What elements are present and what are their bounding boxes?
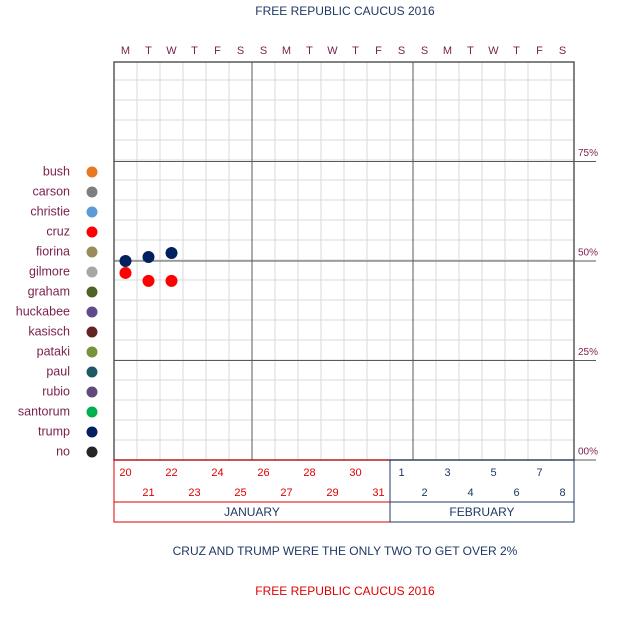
weekday-label: W (327, 45, 338, 57)
legend-marker (86, 366, 98, 378)
y-tick-label: 50% (578, 248, 598, 259)
x-tick-label: 28 (303, 467, 315, 479)
month-label: JANUARY (224, 505, 280, 519)
x-tick-label: 23 (188, 487, 200, 499)
x-tick-label: 3 (444, 467, 450, 479)
x-tick-label: 22 (165, 467, 177, 479)
legend-label: kasisch (28, 324, 70, 338)
legend-marker (86, 226, 98, 238)
subtitle: CRUZ AND TRUMP WERE THE ONLY TWO TO GET … (173, 544, 518, 558)
legend-label: paul (46, 364, 70, 378)
legend-marker (86, 246, 98, 258)
x-tick-label: 6 (513, 487, 519, 499)
x-tick-label: 20 (119, 467, 131, 479)
point (119, 255, 132, 267)
legend-label: huckabee (16, 304, 70, 318)
x-tick-label: 2 (421, 487, 427, 499)
legend-marker (86, 346, 98, 358)
weekday-label: M (282, 45, 291, 57)
x-tick-label: 4 (467, 487, 473, 499)
legend-label: no (56, 444, 70, 458)
x-tick-label: 31 (372, 487, 384, 499)
weekday-label: F (375, 45, 382, 57)
point (142, 274, 155, 287)
weekday-label: T (306, 45, 313, 57)
chart-title: FREE REPUBLIC CAUCUS 2016 (255, 4, 435, 18)
legend-marker (86, 406, 98, 418)
legend-label: trump (38, 424, 70, 438)
weekday-label: F (214, 45, 221, 57)
legend-label: christie (30, 204, 70, 218)
legend-marker (86, 426, 98, 438)
y-tick-label: 00% (578, 447, 598, 458)
legend-label: bush (43, 164, 70, 178)
weekday-label: S (559, 45, 566, 57)
weekday-label: S (260, 45, 267, 57)
legend-label: rubio (42, 384, 70, 398)
month-label: FEBRUARY (449, 505, 514, 519)
weekday-label: S (398, 45, 405, 57)
legend-marker (86, 166, 98, 178)
weekday-label: T (467, 45, 474, 57)
x-tick-label: 26 (257, 467, 269, 479)
legend-marker (86, 286, 98, 298)
legend-marker (86, 206, 98, 218)
legend-label: graham (28, 284, 70, 298)
weekday-label: T (145, 45, 152, 57)
legend-marker (86, 446, 98, 458)
legend-label: pataki (37, 344, 70, 358)
legend-marker (86, 266, 98, 278)
weekday-label: W (166, 45, 177, 57)
weekday-label: S (237, 45, 244, 57)
y-tick-label: 75% (578, 148, 598, 159)
point (119, 266, 132, 279)
footer: FREE REPUBLIC CAUCUS 2016 (255, 584, 435, 598)
weekday-label: T (191, 45, 198, 57)
weekday-label: F (536, 45, 543, 57)
legend-marker (86, 306, 98, 318)
x-tick-label: 29 (326, 487, 338, 499)
legend-label: cruz (46, 224, 70, 238)
x-tick-label: 1 (398, 467, 404, 479)
point (165, 247, 178, 260)
x-tick-label: 30 (349, 467, 361, 479)
legend-label: santorum (18, 404, 70, 418)
legend-marker (86, 186, 98, 198)
weekday-label: T (513, 45, 520, 57)
weekday-label: M (443, 45, 452, 57)
legend-marker (86, 326, 98, 338)
month-box (389, 501, 575, 523)
legend-label: gilmore (29, 264, 70, 278)
point (142, 251, 155, 264)
x-tick-label: 5 (490, 467, 496, 479)
legend-marker (86, 386, 98, 398)
x-tick-label: 8 (559, 487, 565, 499)
weekday-label: M (121, 45, 130, 57)
x-tick-label: 24 (211, 467, 223, 479)
x-tick-label: 21 (142, 487, 154, 499)
y-tick-label: 25% (578, 347, 598, 358)
weekday-label: W (488, 45, 499, 57)
x-tick-label: 27 (280, 487, 292, 499)
day-box (389, 459, 575, 503)
weekday-label: S (421, 45, 428, 57)
weekday-label: T (352, 45, 359, 57)
x-tick-label: 7 (536, 467, 542, 479)
x-tick-label: 25 (234, 487, 246, 499)
legend-label: fiorina (36, 244, 70, 258)
point (165, 274, 178, 287)
legend-label: carson (32, 184, 70, 198)
